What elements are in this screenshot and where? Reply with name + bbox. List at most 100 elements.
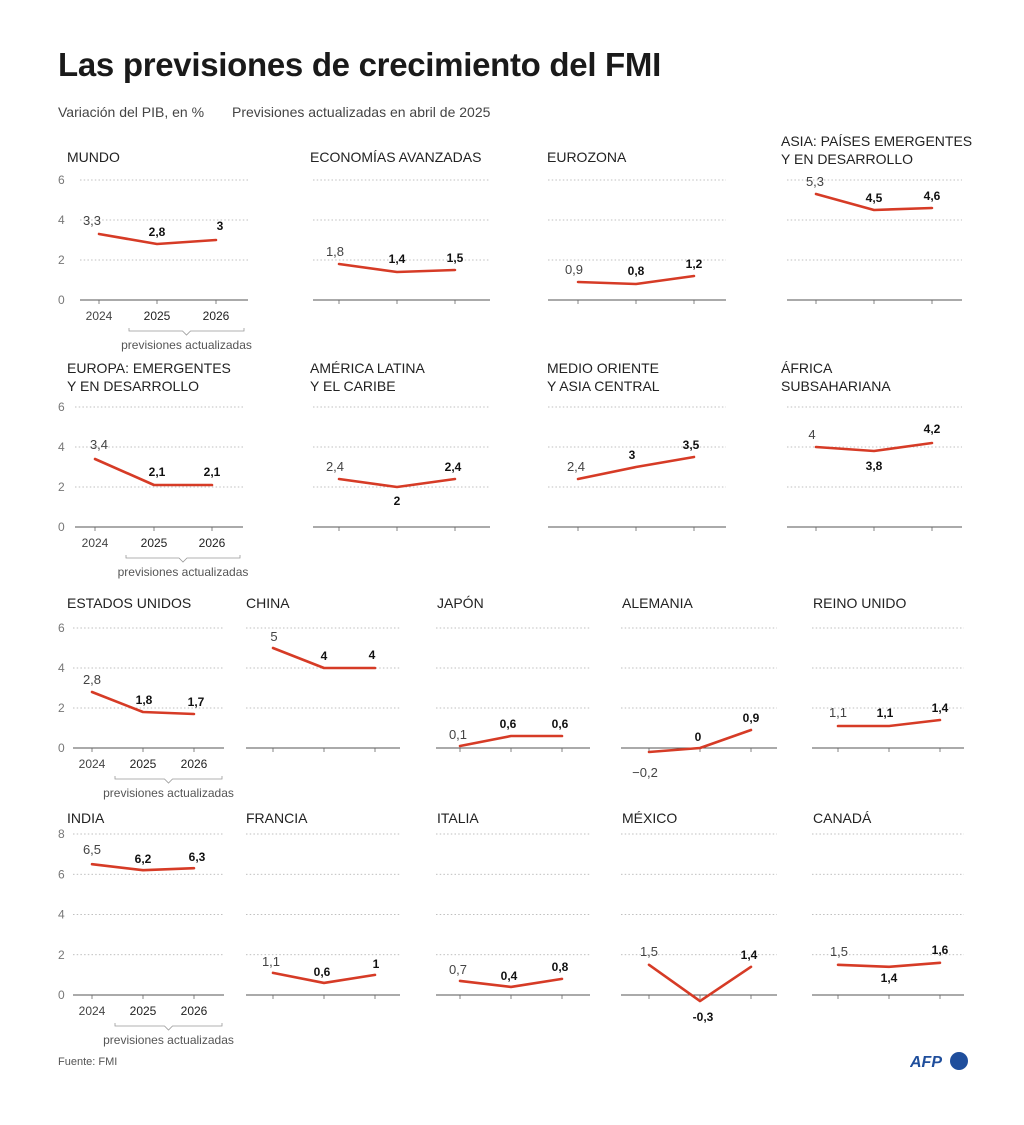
data-label: 1,7 xyxy=(188,695,205,709)
y-tick-label: 6 xyxy=(58,173,65,187)
data-label: 2,4 xyxy=(326,459,344,474)
data-label: 4,6 xyxy=(924,189,941,203)
data-label: 4 xyxy=(369,648,376,662)
data-label: 4 xyxy=(321,649,328,663)
y-tick-label: 4 xyxy=(58,440,65,454)
data-label: 3 xyxy=(629,448,636,462)
data-label: 3,5 xyxy=(683,438,700,452)
data-label: 6,3 xyxy=(189,850,206,864)
afp-logo-dot xyxy=(950,1052,968,1070)
chart-title: REINO UNIDO xyxy=(813,595,906,611)
y-tick-label: 4 xyxy=(58,908,65,922)
data-label: 1,8 xyxy=(136,693,153,707)
data-label: 1,2 xyxy=(686,257,703,271)
data-label: 3,8 xyxy=(866,459,883,473)
y-tick-label: 2 xyxy=(58,253,65,267)
chart-title: Y EN DESARROLLO xyxy=(781,151,913,167)
chart-title: ÁFRICA xyxy=(781,360,833,376)
chart-panel: FRANCIA 1,1 0,6 1 xyxy=(246,810,400,999)
series-line xyxy=(576,455,696,481)
data-label: 1,4 xyxy=(741,948,758,962)
x-tick-label: 2024 xyxy=(82,536,109,550)
chart-title: ESTADOS UNIDOS xyxy=(67,595,191,611)
data-label: 1,4 xyxy=(389,252,406,266)
series-line xyxy=(836,961,942,969)
series-line xyxy=(647,728,753,754)
y-tick-label: 6 xyxy=(58,400,65,414)
chart-title: ITALIA xyxy=(437,810,479,826)
chart-panel: EUROPA: EMERGENTES Y EN DESARROLLO 0 2 4 6 202… xyxy=(58,360,248,579)
y-tick-label: 0 xyxy=(58,293,65,307)
data-label: 2,4 xyxy=(445,460,462,474)
y-tick-label: 0 xyxy=(58,988,65,1002)
chart-title: EUROPA: EMERGENTES xyxy=(67,360,231,376)
forecast-brace xyxy=(125,555,241,563)
data-label: 6,5 xyxy=(83,842,101,857)
data-label: 0,4 xyxy=(501,969,518,983)
data-label: 2,8 xyxy=(83,672,101,687)
data-label: 2,8 xyxy=(149,225,166,239)
series-line xyxy=(337,477,457,489)
data-label: 1,5 xyxy=(447,251,464,265)
forecast-brace xyxy=(114,1023,223,1031)
y-tick-label: 2 xyxy=(58,701,65,715)
chart-title: ECONOMÍAS AVANZADAS xyxy=(310,149,481,165)
data-label: 4,5 xyxy=(866,191,883,205)
data-label: 0,1 xyxy=(449,727,467,742)
chart-title: Y ASIA CENTRAL xyxy=(547,378,660,394)
forecast-note: previsiones actualizadas xyxy=(103,786,234,800)
chart-panel: MEDIO ORIENTE Y ASIA CENTRAL 2,4 3 3,5 xyxy=(547,360,726,531)
page-title: Las previsiones de crecimiento del FMI xyxy=(58,46,661,83)
chart-panel: AMÉRICA LATINA Y EL CARIBE 2,4 2 2,4 xyxy=(310,360,490,531)
data-label: 2 xyxy=(394,494,401,508)
series-line xyxy=(814,441,934,453)
y-tick-label: 4 xyxy=(58,213,65,227)
series-line xyxy=(90,690,196,716)
chart-panel: MUNDO 0 2 4 6 2024 2025 2026 previsiones actuali… xyxy=(58,149,252,352)
chart-panel: CANADÁ 1,5 1,4 1,6 xyxy=(812,810,964,999)
series-line xyxy=(647,963,753,1003)
data-label: 0,6 xyxy=(500,717,517,731)
forecast-brace xyxy=(128,328,245,336)
chart-panel: CHINA 5 4 4 xyxy=(246,595,400,752)
chart-title: FRANCIA xyxy=(246,810,308,826)
x-tick-label: 2024 xyxy=(86,309,113,323)
chart-title: JAPÓN xyxy=(437,595,484,611)
series-line xyxy=(97,232,218,246)
data-label: 2,4 xyxy=(567,459,585,474)
afp-logo-text: AFP xyxy=(910,1054,942,1071)
data-label: 0,6 xyxy=(314,965,331,979)
series-line xyxy=(814,192,934,212)
series-line xyxy=(271,971,377,985)
chart-title: INDIA xyxy=(67,810,105,826)
y-tick-label: 0 xyxy=(58,741,65,755)
data-label: 1,1 xyxy=(829,705,847,720)
forecast-note: previsiones actualizadas xyxy=(118,565,249,579)
data-label: 0,8 xyxy=(628,264,645,278)
data-label: 0,9 xyxy=(565,262,583,277)
series-line xyxy=(337,262,457,274)
x-tick-label: 2024 xyxy=(79,757,106,771)
data-label: -0,3 xyxy=(693,1010,714,1024)
chart-panel: ÁFRICA SUBSAHARIANA 4 3,8 4,2 xyxy=(781,360,962,531)
series-line xyxy=(576,274,696,286)
series-line xyxy=(93,457,214,487)
data-label: 1,4 xyxy=(881,971,898,985)
x-tick-label: 2025 xyxy=(141,536,168,550)
data-label: 0,8 xyxy=(552,960,569,974)
chart-title: ASIA: PAÍSES EMERGENTES xyxy=(781,133,972,149)
data-label: 2,1 xyxy=(204,465,221,479)
y-tick-label: 0 xyxy=(58,520,65,534)
data-label: 3,3 xyxy=(83,213,101,228)
data-label: 1,6 xyxy=(932,943,949,957)
x-tick-label: 2024 xyxy=(79,1004,106,1018)
update-note: Previsiones actualizadas en abril de 202… xyxy=(232,104,491,120)
chart-title: MUNDO xyxy=(67,149,120,165)
data-label: 6,2 xyxy=(135,852,152,866)
x-tick-label: 2026 xyxy=(181,757,208,771)
data-label: 1,5 xyxy=(830,944,848,959)
data-label: 1,1 xyxy=(877,706,894,720)
data-label: 5 xyxy=(270,629,277,644)
y-tick-label: 6 xyxy=(58,867,65,881)
data-label: 1,1 xyxy=(262,954,280,969)
